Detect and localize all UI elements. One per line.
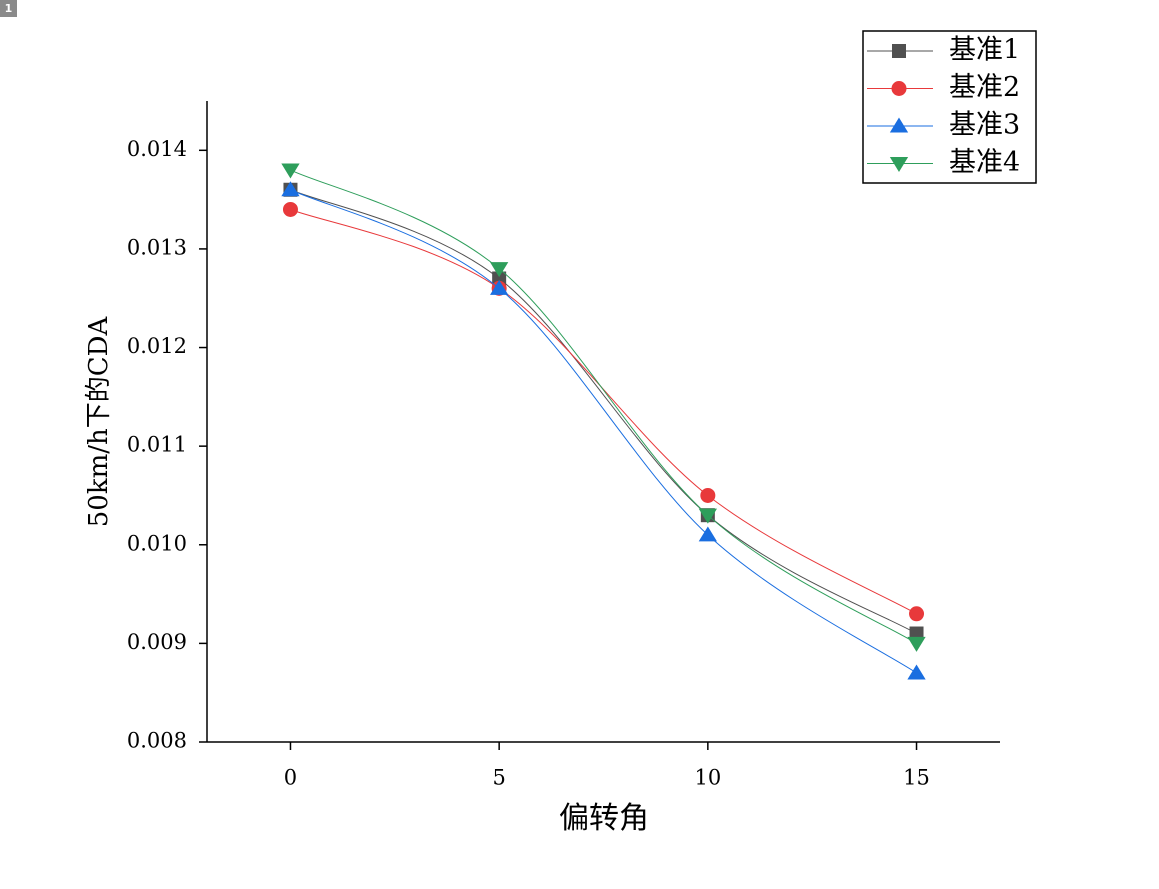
y-tick-label: 0.014 — [127, 137, 187, 161]
page-badge: 1 — [0, 0, 17, 17]
legend-label: 基准2 — [949, 72, 1020, 103]
x-tick-label: 10 — [694, 766, 721, 790]
series-line — [290, 189, 917, 634]
marker — [909, 606, 925, 622]
x-tick-label: 5 — [492, 766, 505, 790]
y-tick-label: 0.008 — [127, 729, 187, 753]
legend-label: 基准3 — [949, 110, 1020, 141]
marker — [698, 526, 717, 542]
marker — [907, 636, 926, 652]
marker — [490, 279, 509, 295]
marker — [698, 508, 717, 524]
y-tick-label: 0.012 — [127, 334, 187, 358]
y-tick-label: 0.009 — [127, 630, 187, 654]
y-tick-label: 0.013 — [127, 235, 187, 259]
marker — [889, 157, 909, 172]
series-line — [290, 169, 917, 644]
marker — [281, 181, 300, 197]
y-axis-title: 50km/h下的CDA — [84, 316, 114, 528]
marker — [892, 44, 906, 58]
marker — [281, 163, 300, 179]
series-line — [290, 209, 917, 615]
marker — [891, 81, 907, 96]
x-tick-label: 0 — [284, 766, 297, 790]
series-line — [290, 189, 917, 674]
legend-label: 基准1 — [949, 35, 1020, 66]
marker — [700, 487, 716, 503]
marker — [907, 664, 926, 680]
legend-label: 基准4 — [949, 147, 1020, 178]
x-tick-label: 15 — [903, 766, 930, 790]
marker — [282, 201, 298, 217]
y-tick-label: 0.011 — [127, 433, 187, 457]
marker — [490, 262, 509, 278]
marker — [889, 117, 909, 133]
x-axis-title: 偏转角 — [559, 801, 649, 836]
y-tick-label: 0.010 — [127, 531, 187, 555]
